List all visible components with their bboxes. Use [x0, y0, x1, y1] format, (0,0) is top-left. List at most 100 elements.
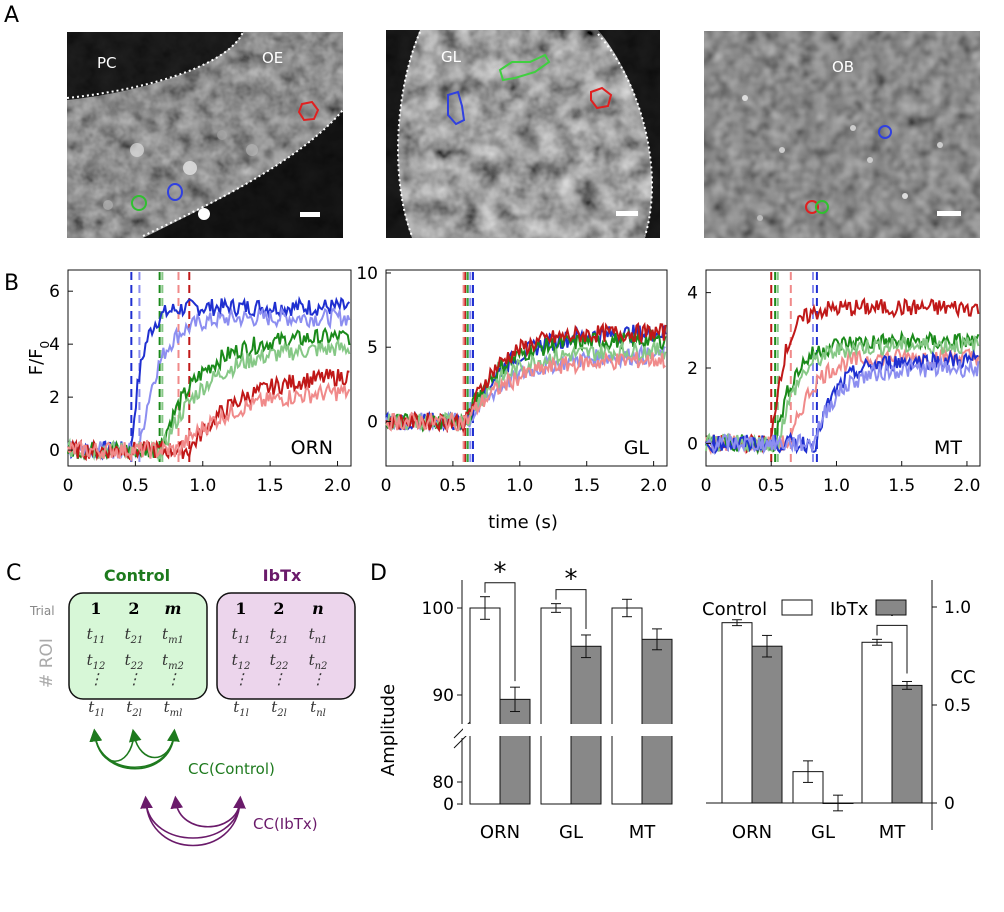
plot-frame — [385, 269, 668, 467]
scale-bar — [937, 211, 961, 216]
ibtx-matrix — [216, 592, 356, 700]
trace-plot-title: GL — [624, 437, 650, 459]
y-tick-label: 0 — [49, 441, 60, 461]
glomerulus-boundary — [597, 33, 653, 237]
roi-blue — [167, 183, 183, 201]
panel-label-d: D — [370, 561, 387, 586]
matrix-cell: t22 — [270, 651, 289, 672]
legend-ibtx-swatch — [875, 599, 907, 616]
trace-plot-title: MT — [934, 437, 962, 459]
trial-index: 1 — [90, 599, 101, 618]
schematic-panel: Control IbTx Trial # ROI 1 2 m t11 t21 tm1 t12… — [29, 566, 356, 847]
trace-light-red — [385, 351, 667, 433]
matrix-cell: ⋮ — [89, 670, 104, 688]
matrix-cell: t2l — [126, 698, 142, 719]
bar-control — [861, 641, 893, 804]
bar-ibtx — [891, 684, 923, 804]
bar-control — [540, 607, 572, 805]
y-tick-label: 0 — [687, 434, 698, 454]
matrix-cell: t11 — [87, 625, 106, 646]
roi-red — [590, 86, 613, 110]
matrix-cell: t1l — [233, 698, 249, 719]
roi-red — [805, 200, 819, 214]
x-tick-label: 0 — [381, 476, 392, 496]
cc-ibtx-arrow — [140, 795, 241, 839]
y-tick-label: 100 — [422, 599, 454, 619]
trace-dark-red — [705, 296, 980, 454]
category-label: ORN — [732, 822, 772, 843]
axis-break-band — [463, 724, 678, 736]
roi-blue — [878, 125, 892, 139]
trial-index: m — [165, 599, 182, 618]
micrograph-gl: GL — [386, 30, 660, 238]
panel-label-b: B — [4, 271, 19, 296]
roi-axis-label: # ROI — [37, 638, 57, 688]
matrix-cell: tn2 — [309, 651, 328, 672]
y-tick-label: 10 — [356, 264, 378, 284]
x-tick-label: 1.0 — [189, 476, 216, 496]
x-tick-label: 0.5 — [758, 476, 785, 496]
bar-control — [721, 622, 753, 804]
trace-plot-mt: 0 0.5 1.0 1.5 2.0 0 2 4 MT — [687, 269, 981, 496]
bar-ibtx — [499, 698, 531, 805]
significance-star: * — [494, 558, 507, 588]
matrix-cell: tm1 — [162, 625, 184, 646]
region-label-pc: PC — [97, 54, 117, 72]
x-tick-label: 0.5 — [122, 476, 149, 496]
y-tick-label: 2 — [687, 359, 698, 379]
x-tick-label: 1.5 — [573, 476, 600, 496]
matrix-cell: t11 — [232, 625, 251, 646]
matrix-cell: t1l — [88, 698, 104, 719]
roi-green — [815, 200, 829, 214]
matrix-cell: t22 — [125, 651, 144, 672]
cc-control-label: CC(Control) — [188, 760, 275, 778]
region-label-oe: OE — [262, 49, 283, 67]
y-tick-label: 6 — [49, 282, 60, 302]
plot-frame — [67, 269, 352, 467]
matrix-cell: t2l — [271, 698, 287, 719]
y-tick-label: 0 — [443, 795, 454, 815]
cc-ibtx-label: CC(IbTx) — [253, 815, 318, 833]
x-tick-label: 1.5 — [888, 476, 915, 496]
category-label: GL — [559, 822, 583, 843]
tissue-boundary — [66, 31, 244, 99]
trial-index: n — [312, 599, 324, 618]
micrograph-ob: OB — [704, 31, 980, 238]
category-label: GL — [811, 822, 835, 843]
x-tick-label: 0 — [63, 476, 74, 496]
matrix-cell: tm2 — [162, 651, 184, 672]
legend-ibtx-label: IbTx — [830, 599, 869, 620]
matrix-cell: tnl — [310, 698, 326, 719]
matrix-cell: tn1 — [309, 625, 328, 646]
micrograph-oe: PC OE — [66, 31, 344, 238]
trace-plot-orn: 0 0.5 1.0 1.5 2.0 0 2 4 6 ORN — [49, 269, 352, 496]
bar-control — [469, 607, 501, 805]
legend-control-swatch — [781, 599, 813, 616]
roi-red — [297, 100, 320, 122]
category-label: ORN — [480, 822, 520, 843]
matrix-cell: t12 — [232, 651, 251, 672]
y-tick-label: 0 — [944, 794, 955, 814]
cc-ibtx-arrow — [170, 795, 241, 828]
trial-index: 2 — [273, 599, 284, 618]
trace-light-blue — [705, 355, 980, 455]
matrix-cell: tml — [164, 698, 183, 719]
x-tick-label: 0.5 — [439, 476, 466, 496]
region-label-ob: OB — [832, 58, 854, 76]
x-tick-label: 2.0 — [640, 476, 667, 496]
y-tick-label: 0.5 — [944, 696, 971, 716]
y-tick-label: 4 — [49, 335, 60, 355]
significance-star: * — [565, 565, 578, 595]
trial-index: 2 — [128, 599, 139, 618]
cc-control-arrow — [89, 728, 135, 762]
control-matrix — [68, 592, 208, 700]
significance-bracket — [876, 624, 908, 674]
cc-control-arrow — [94, 728, 180, 770]
bar-control — [611, 607, 643, 805]
matrix-cell: ⋮ — [272, 670, 287, 688]
x-tick-label: 1.5 — [257, 476, 284, 496]
category-label: MT — [629, 822, 657, 843]
significance-bracket — [555, 589, 587, 629]
